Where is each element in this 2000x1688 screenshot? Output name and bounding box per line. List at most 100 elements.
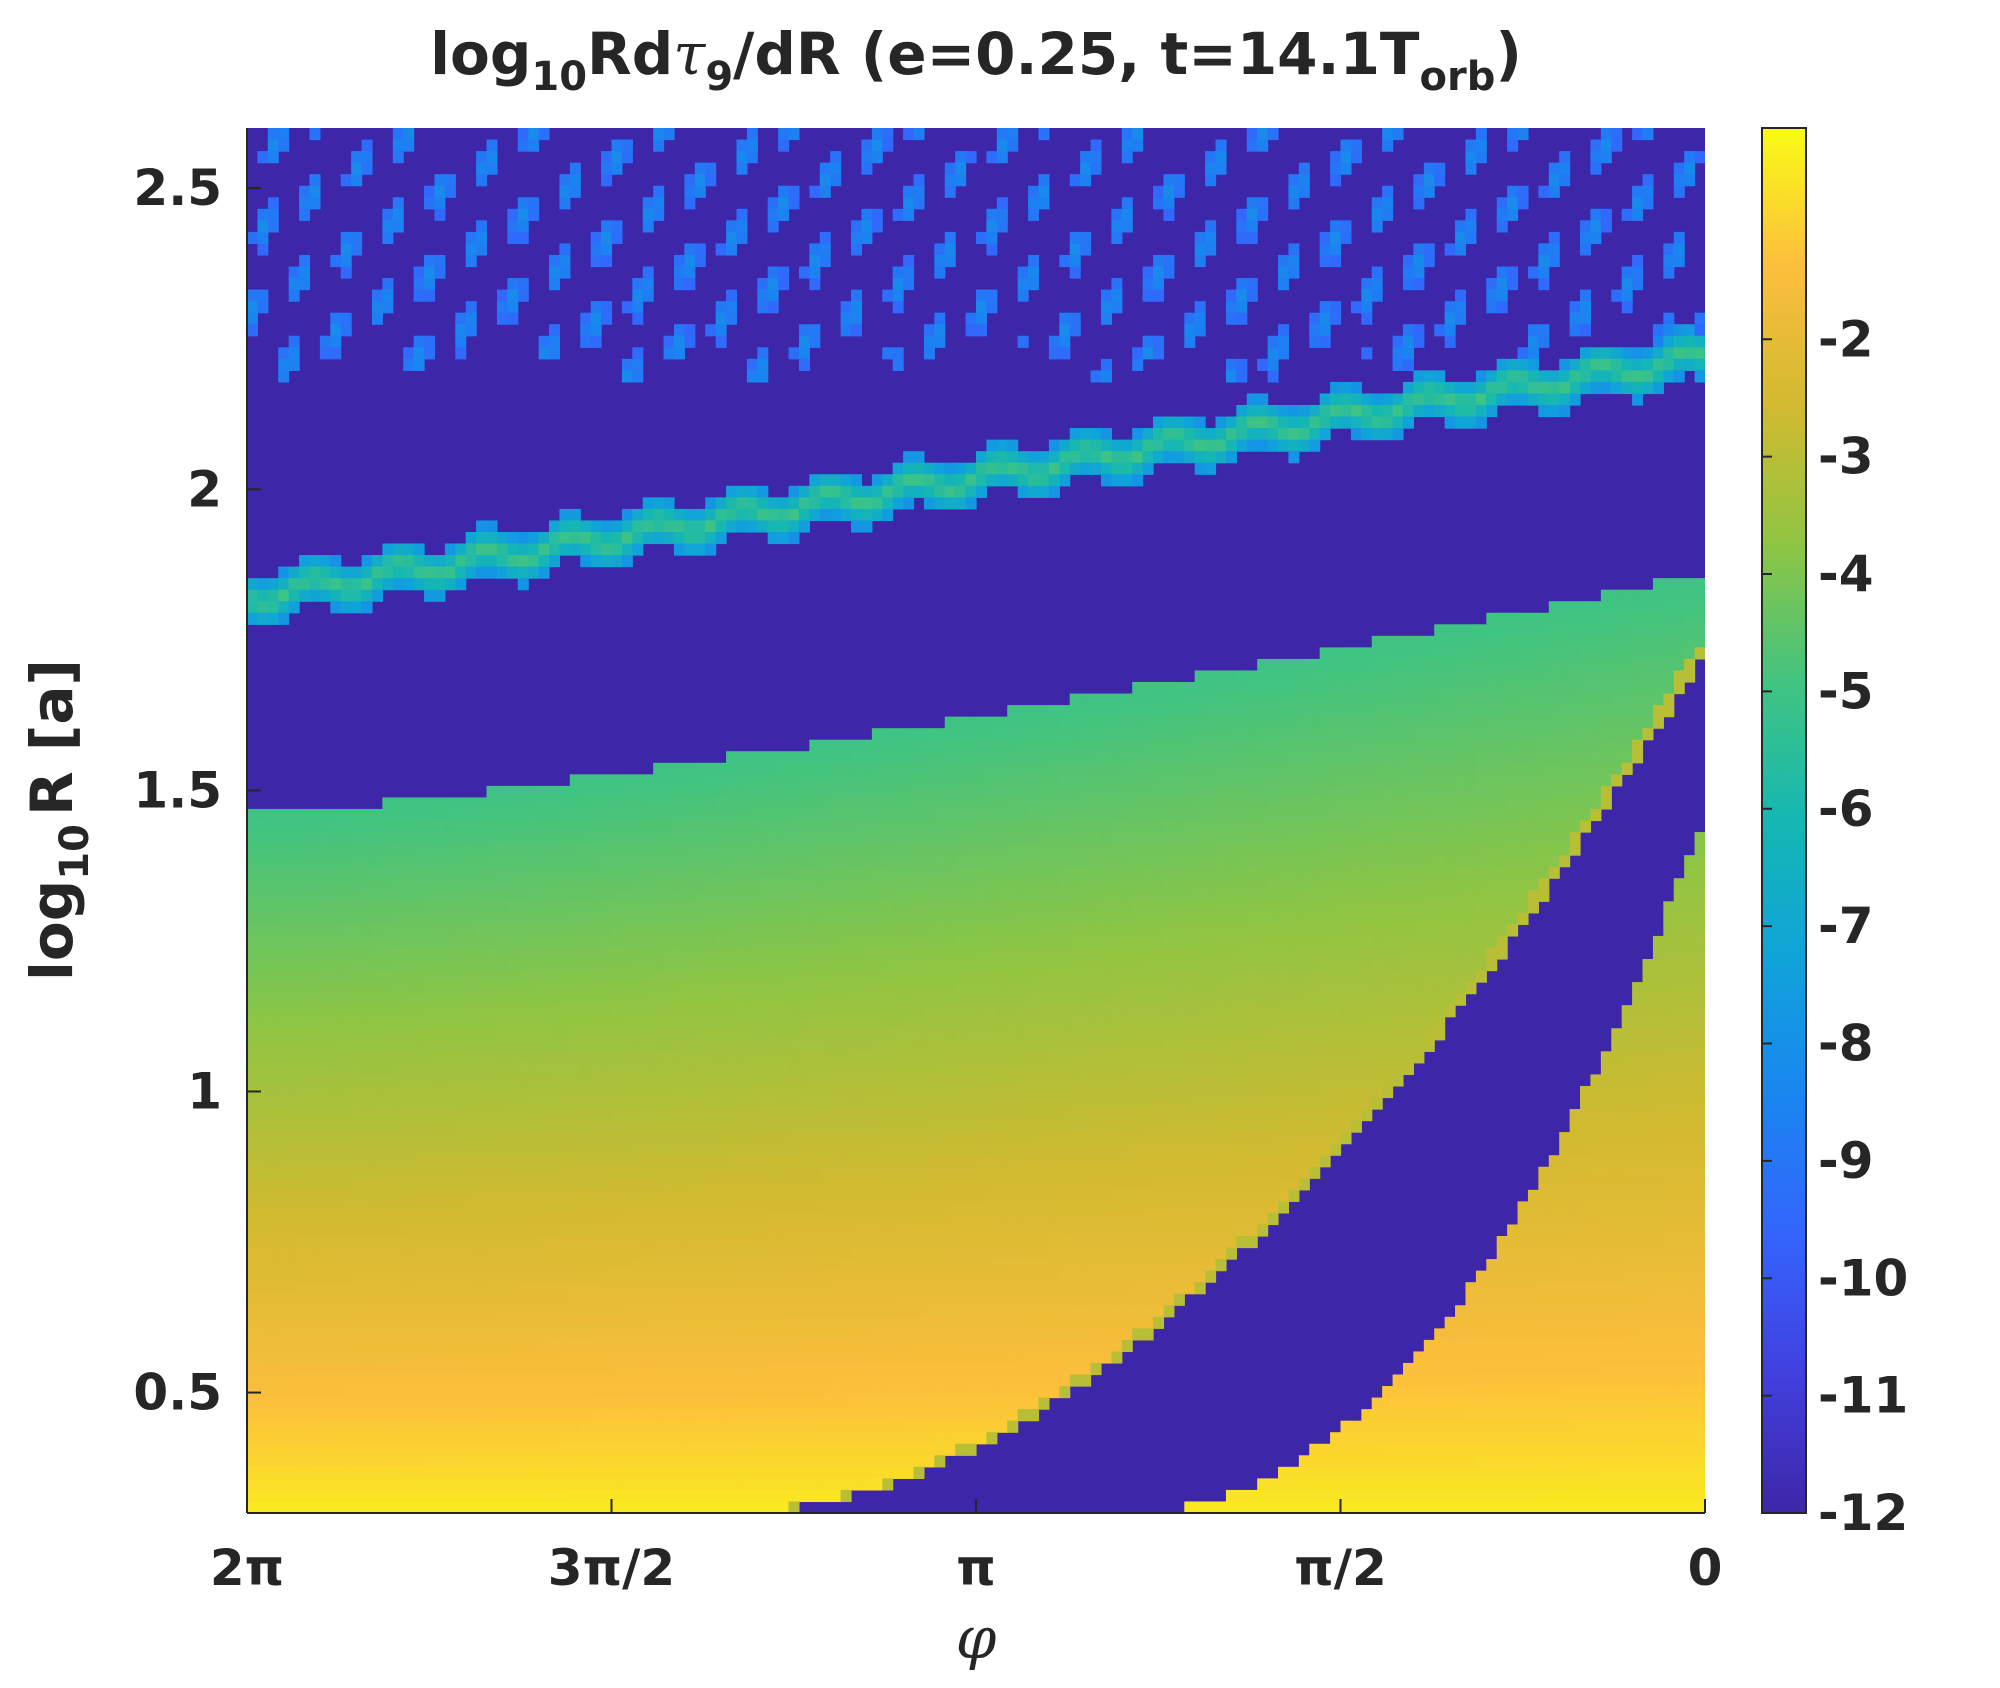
heatmap-cell xyxy=(1600,774,1612,787)
heatmap-cell xyxy=(424,901,436,914)
heatmap-cell xyxy=(965,774,977,787)
heatmap-cell xyxy=(1028,1028,1040,1041)
heatmap-cell xyxy=(1059,843,1071,856)
heatmap-cell xyxy=(309,866,321,879)
heatmap-cell xyxy=(278,1016,290,1029)
heatmap-cell xyxy=(684,1028,696,1041)
heatmap-cell xyxy=(913,1028,925,1041)
heatmap-cell xyxy=(1371,739,1383,752)
heatmap-cell xyxy=(882,924,894,937)
heatmap-cell xyxy=(955,855,967,868)
heatmap-cell xyxy=(486,970,498,983)
heatmap-cell xyxy=(944,497,956,510)
heatmap-cell xyxy=(1246,832,1258,845)
heatmap-cell xyxy=(934,312,946,325)
heatmap-cell xyxy=(455,982,467,995)
heatmap-cell xyxy=(1423,670,1435,683)
heatmap-cell xyxy=(1486,762,1498,775)
heatmap-cell xyxy=(1527,635,1539,648)
heatmap-cell xyxy=(371,912,383,925)
heatmap-cell xyxy=(1350,705,1362,718)
heatmap-cell xyxy=(673,520,685,533)
heatmap-cell xyxy=(1413,278,1425,291)
heatmap-cell xyxy=(247,578,259,591)
heatmap-cell xyxy=(476,543,488,556)
heatmap-cell xyxy=(267,589,279,602)
heatmap-cell xyxy=(413,278,425,291)
heatmap-cell xyxy=(1361,785,1373,799)
heatmap-cell xyxy=(1673,347,1685,360)
heatmap-cell xyxy=(1507,808,1519,822)
heatmap-cell xyxy=(1371,912,1383,925)
heatmap-cell xyxy=(788,197,800,210)
heatmap-cell xyxy=(1017,716,1029,729)
heatmap-cell xyxy=(1507,647,1519,660)
heatmap-cell xyxy=(882,774,894,787)
heatmap-cell xyxy=(705,935,717,949)
heatmap-cell xyxy=(663,947,675,960)
heatmap-cell xyxy=(1475,393,1487,406)
heatmap-cell xyxy=(1527,785,1539,799)
heatmap-cell xyxy=(1080,878,1092,891)
heatmap-cell xyxy=(340,970,352,983)
heatmap-cell xyxy=(715,982,727,995)
heatmap-cell xyxy=(1580,312,1592,325)
heatmap-cell xyxy=(726,785,738,799)
heatmap-cell xyxy=(434,912,446,925)
heatmap-cell xyxy=(1319,1016,1331,1029)
heatmap-cell xyxy=(1173,912,1185,925)
heatmap-cell xyxy=(819,843,831,856)
heatmap-cell xyxy=(1309,935,1321,949)
heatmap-cell xyxy=(726,301,738,314)
heatmap-cell xyxy=(1538,820,1550,833)
heatmap-cell xyxy=(1486,716,1498,729)
heatmap-cell xyxy=(1028,739,1040,752)
heatmap-cell xyxy=(476,555,488,568)
heatmap-cell xyxy=(351,1039,363,1052)
heatmap-cell xyxy=(798,843,810,856)
heatmap-cell xyxy=(1246,866,1258,879)
heatmap-cell xyxy=(1163,416,1175,429)
heatmap-cell xyxy=(278,855,290,868)
heatmap-cell xyxy=(642,959,654,972)
heatmap-cell xyxy=(1267,682,1279,695)
heatmap-cell xyxy=(1028,855,1040,868)
heatmap-cell xyxy=(746,889,758,902)
heatmap-cell xyxy=(705,901,717,914)
heatmap-cell xyxy=(496,959,508,972)
heatmap-cell xyxy=(413,543,425,556)
heatmap-cell xyxy=(705,970,717,983)
heatmap-cell xyxy=(319,347,331,360)
heatmap-cell xyxy=(1163,935,1175,949)
heatmap-cell xyxy=(757,370,769,383)
heatmap-cell xyxy=(903,774,915,787)
heatmap-cell xyxy=(528,531,540,545)
heatmap-cell xyxy=(1455,762,1467,775)
heatmap-cell xyxy=(496,820,508,833)
heatmap-cell xyxy=(559,174,571,187)
heatmap-cell xyxy=(403,1028,415,1041)
heatmap-cell xyxy=(1236,231,1248,245)
heatmap-cell xyxy=(1017,1028,1029,1041)
heatmap-cell xyxy=(1413,185,1425,198)
heatmap-cell xyxy=(1048,739,1060,752)
heatmap-cell xyxy=(361,935,373,949)
heatmap-cell xyxy=(1100,716,1112,729)
heatmap-cell xyxy=(955,797,967,810)
heatmap-cell xyxy=(1090,982,1102,995)
heatmap-cell xyxy=(1632,254,1644,268)
heatmap-cell xyxy=(1423,381,1435,395)
heatmap-cell xyxy=(1684,1016,1696,1029)
heatmap-cell xyxy=(1330,393,1342,406)
heatmap-cell xyxy=(1642,682,1654,695)
heatmap-cell xyxy=(1548,785,1560,799)
heatmap-cell xyxy=(1392,716,1404,729)
heatmap-cell xyxy=(1486,658,1498,672)
heatmap-cell xyxy=(590,855,602,868)
heatmap-cell xyxy=(1632,601,1644,614)
heatmap-cell xyxy=(944,185,956,198)
heatmap-cell xyxy=(830,832,842,845)
heatmap-cell xyxy=(694,185,706,198)
heatmap-cell xyxy=(757,1028,769,1041)
heatmap-cell xyxy=(434,889,446,902)
